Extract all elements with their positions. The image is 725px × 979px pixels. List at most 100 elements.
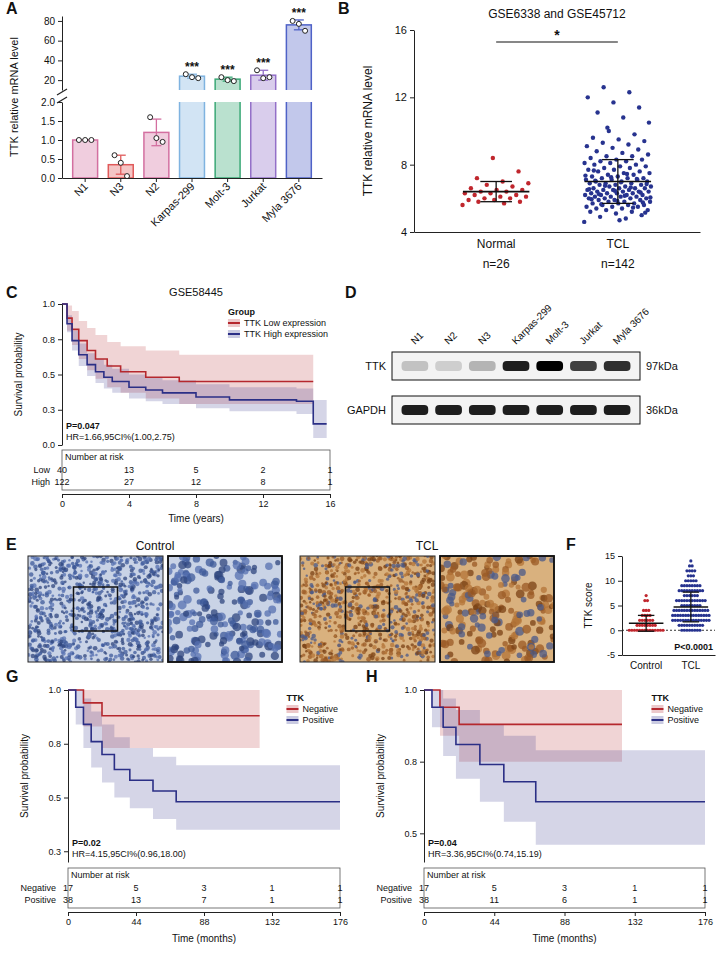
nucleus <box>308 627 311 630</box>
nucleus <box>414 625 417 628</box>
point <box>631 173 635 177</box>
nucleus <box>305 650 308 653</box>
nucleus <box>119 631 124 636</box>
nucleus <box>106 560 109 563</box>
nucleus <box>334 634 338 638</box>
nucleus <box>114 655 118 659</box>
nucleus <box>96 568 99 571</box>
nucleus <box>211 609 218 616</box>
nucleus <box>178 600 187 609</box>
band <box>604 361 631 371</box>
point <box>611 100 615 104</box>
nucleus <box>141 651 145 655</box>
nucleus <box>331 587 334 590</box>
point <box>510 184 514 188</box>
nucleus <box>99 611 102 614</box>
nucleus <box>144 648 147 651</box>
nucleus <box>141 633 145 637</box>
nucleus <box>52 578 56 582</box>
point <box>118 160 123 165</box>
nucleus <box>140 611 144 615</box>
point <box>585 144 589 148</box>
blot-label: TTK <box>365 360 386 372</box>
nucleus <box>148 592 153 597</box>
nucleus <box>354 645 357 648</box>
nucleus <box>87 566 89 568</box>
point <box>303 28 308 33</box>
nucleus <box>221 646 229 654</box>
nucleus <box>243 586 248 591</box>
point <box>603 196 607 200</box>
nucleus <box>426 596 429 599</box>
nucleus <box>70 629 73 632</box>
nucleus <box>368 579 371 582</box>
nucleus <box>76 606 80 610</box>
nucleus <box>310 571 315 576</box>
nucleus <box>73 576 76 579</box>
nucleus <box>378 633 382 637</box>
tick: TCL <box>607 232 630 251</box>
nucleus <box>132 573 136 577</box>
image-title: Control <box>136 539 175 553</box>
point <box>620 206 624 210</box>
point <box>618 164 622 168</box>
nucleus <box>58 630 62 634</box>
nucleus <box>235 571 244 580</box>
nucleus <box>321 582 323 584</box>
nucleus <box>194 641 201 648</box>
nucleus <box>313 638 316 641</box>
group-count: n=26 <box>483 257 510 271</box>
nucleus <box>189 619 195 625</box>
nucleus <box>87 634 91 638</box>
nucleus <box>146 574 151 579</box>
nucleus <box>143 572 146 575</box>
nucleus <box>343 580 347 584</box>
nucleus <box>34 619 38 623</box>
nucleus <box>89 583 92 586</box>
point <box>608 161 612 165</box>
error-bar <box>495 182 496 202</box>
axis-break <box>57 89 67 95</box>
nucleus <box>141 651 143 653</box>
nucleus <box>259 594 267 602</box>
nucleus <box>158 655 162 659</box>
nucleus <box>154 558 158 562</box>
point <box>599 202 603 206</box>
nucleus <box>220 637 227 644</box>
point <box>296 21 301 26</box>
legend-swatch <box>228 330 240 338</box>
nucleus <box>68 559 70 561</box>
nucleus <box>128 648 131 651</box>
nucleus <box>111 587 115 591</box>
nucleus <box>54 638 58 642</box>
tick-mark <box>58 159 62 160</box>
survival-line <box>62 304 327 424</box>
nucleus <box>34 592 37 595</box>
tick-label: 0.5 <box>41 154 55 165</box>
error-cap <box>151 145 161 146</box>
nucleus <box>220 559 228 567</box>
nucleus <box>325 582 327 584</box>
nucleus <box>121 580 124 583</box>
nucleus <box>202 604 209 611</box>
tick: 1.0 <box>42 299 62 309</box>
axis: NormalTCL <box>415 232 701 251</box>
tick: 16 <box>325 494 335 509</box>
nucleus <box>54 556 58 560</box>
image-ground <box>168 556 282 662</box>
tick: 0.5 <box>42 370 62 380</box>
legend-swatch <box>228 319 240 327</box>
point <box>612 168 616 172</box>
tick-label: 8 <box>194 499 199 509</box>
tissue-image <box>300 556 435 662</box>
nucleus <box>153 641 156 644</box>
error-cap <box>602 159 634 160</box>
point <box>582 161 586 165</box>
nucleus <box>113 561 117 565</box>
axis: 0481216 <box>60 494 336 509</box>
nucleus <box>40 606 45 611</box>
tick-label: 16 <box>395 24 407 36</box>
nucleus <box>264 642 273 651</box>
risk-count: 2 <box>260 465 265 475</box>
nucleus <box>140 604 144 608</box>
